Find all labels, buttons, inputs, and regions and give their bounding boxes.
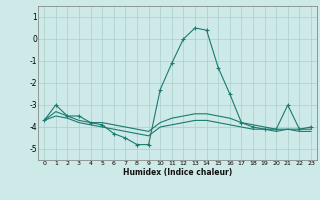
X-axis label: Humidex (Indice chaleur): Humidex (Indice chaleur) (123, 168, 232, 177)
